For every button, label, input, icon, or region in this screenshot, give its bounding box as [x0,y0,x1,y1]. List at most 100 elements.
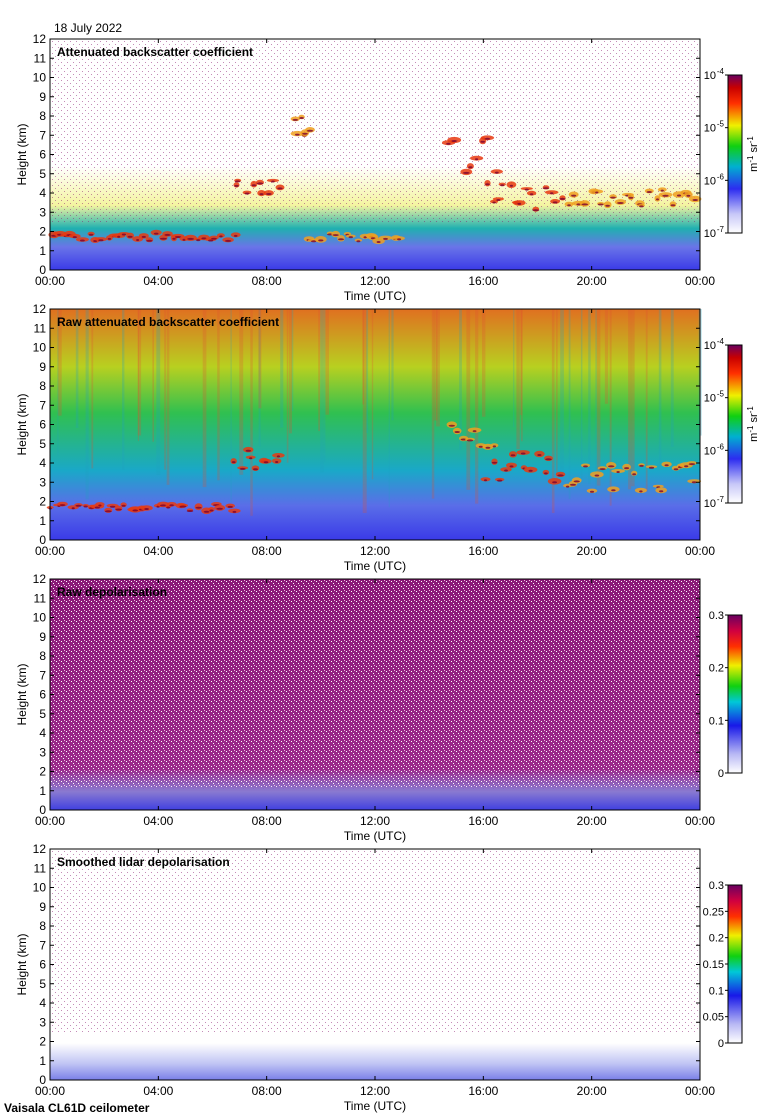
cloud-core [231,461,236,464]
cloud-core [146,239,153,242]
x-tick-label: 08:00 [252,274,282,288]
cloud-core [504,469,508,472]
noise-streak [516,309,520,450]
noise-streak [568,309,571,500]
cloud-core [660,189,664,192]
cloud-core [75,504,82,507]
cloud-core [292,118,298,121]
y-tick-label: 4 [39,996,46,1010]
panel-1: Attenuated backscatter coefficient012345… [15,32,760,303]
cloud-core [94,506,100,509]
colorbar [727,74,743,234]
noise-streak [318,309,320,432]
cloud-core [510,454,516,457]
x-tick-label: 00:00 [685,814,715,828]
colorbar-unit-part: m [748,163,760,172]
cloud-core [472,430,477,433]
x-tick-label: 04:00 [143,814,173,828]
cloud-core [611,489,616,492]
colorbar-unit: m-1 sr-1 [746,406,761,442]
cloud-core [318,239,324,242]
y-tick-label: 5 [39,707,46,721]
y-tick-label: 4 [39,726,46,740]
cloud-core [610,196,616,199]
y-tick-label: 5 [39,167,46,181]
cloud-core [295,133,300,136]
y-tick-label: 6 [39,418,46,432]
cloud-core [478,445,484,448]
colorbar-tick-label: 10 [704,123,716,135]
cloud-core [356,240,361,243]
instrument-label: Vaisala CL61D ceilometer [4,1101,150,1115]
cloud-core [98,239,104,242]
cloud-core [244,192,250,195]
cloud-layer-4 [303,230,405,245]
cloud-core [211,237,217,240]
y-tick-label: 2 [39,1035,46,1049]
cloud-blob [520,187,533,191]
cloud-core [271,180,275,183]
cloud-layer-6 [484,180,566,212]
y-axis-label: Height (km) [15,393,29,455]
cloud-core [310,240,317,243]
cloud-core [662,194,669,197]
colorbar-unit-part: -1 [746,425,755,433]
cloud-core [617,202,624,204]
x-tick-label: 08:00 [252,814,282,828]
cloud-core [480,140,486,143]
cloud-blob [150,229,162,236]
x-tick-label: 16:00 [468,1084,498,1098]
colorbar-tick-label: 0.15 [703,959,724,971]
noise-streak [152,309,154,442]
noise-streak [122,309,125,470]
cloud-core [485,183,490,186]
cloud-core [115,508,122,511]
colorbar [727,884,743,1044]
cloud-core [144,508,149,510]
noise-streak [57,309,62,416]
cloud-core [80,239,85,242]
noise-streak [366,309,369,433]
y-tick-label: 6 [39,958,46,972]
y-tick-label: 3 [39,745,46,759]
colorbar-tick-exponent: -6 [717,172,725,181]
cloud-core [363,236,367,239]
cloud-core [376,241,381,243]
noise-streak [520,309,523,416]
cloud-core [485,446,491,449]
cloud-blob [94,237,108,242]
y-tick-label: 2 [39,765,46,779]
noise-streak [85,309,89,500]
y-tick-label: 9 [39,900,46,914]
cloud-core [259,193,264,196]
noise-streak [595,309,597,496]
cloud-core [537,454,542,456]
cloud-core [302,132,308,135]
cloud-core [159,237,167,240]
cloud-core [174,236,182,238]
cloud-core [509,465,514,468]
cloud-blob [466,163,474,170]
cloud-blob [230,232,241,238]
cloud-core [646,191,652,193]
cloud-core [686,194,691,197]
noise-streak [431,309,435,499]
cloud-core [383,237,388,240]
cloud-core [552,481,557,484]
cloud-core [141,235,146,238]
cloud-blob [260,458,272,464]
cloud-core [136,239,140,241]
colorbar-tick-label: 0 [718,1038,724,1050]
x-tick-label: 12:00 [360,274,390,288]
heatmap-field [50,309,700,540]
y-tick-label: 0 [39,803,46,817]
y-axis-label: Height (km) [15,933,29,995]
y-tick-label: 1 [39,514,46,528]
y-tick-label: 5 [39,977,46,991]
cloud-core [332,234,339,237]
colorbar-tick-label: 10 [704,445,716,457]
cloud-core [468,166,473,169]
cloud-core [201,237,207,240]
cloud-core [664,464,669,467]
